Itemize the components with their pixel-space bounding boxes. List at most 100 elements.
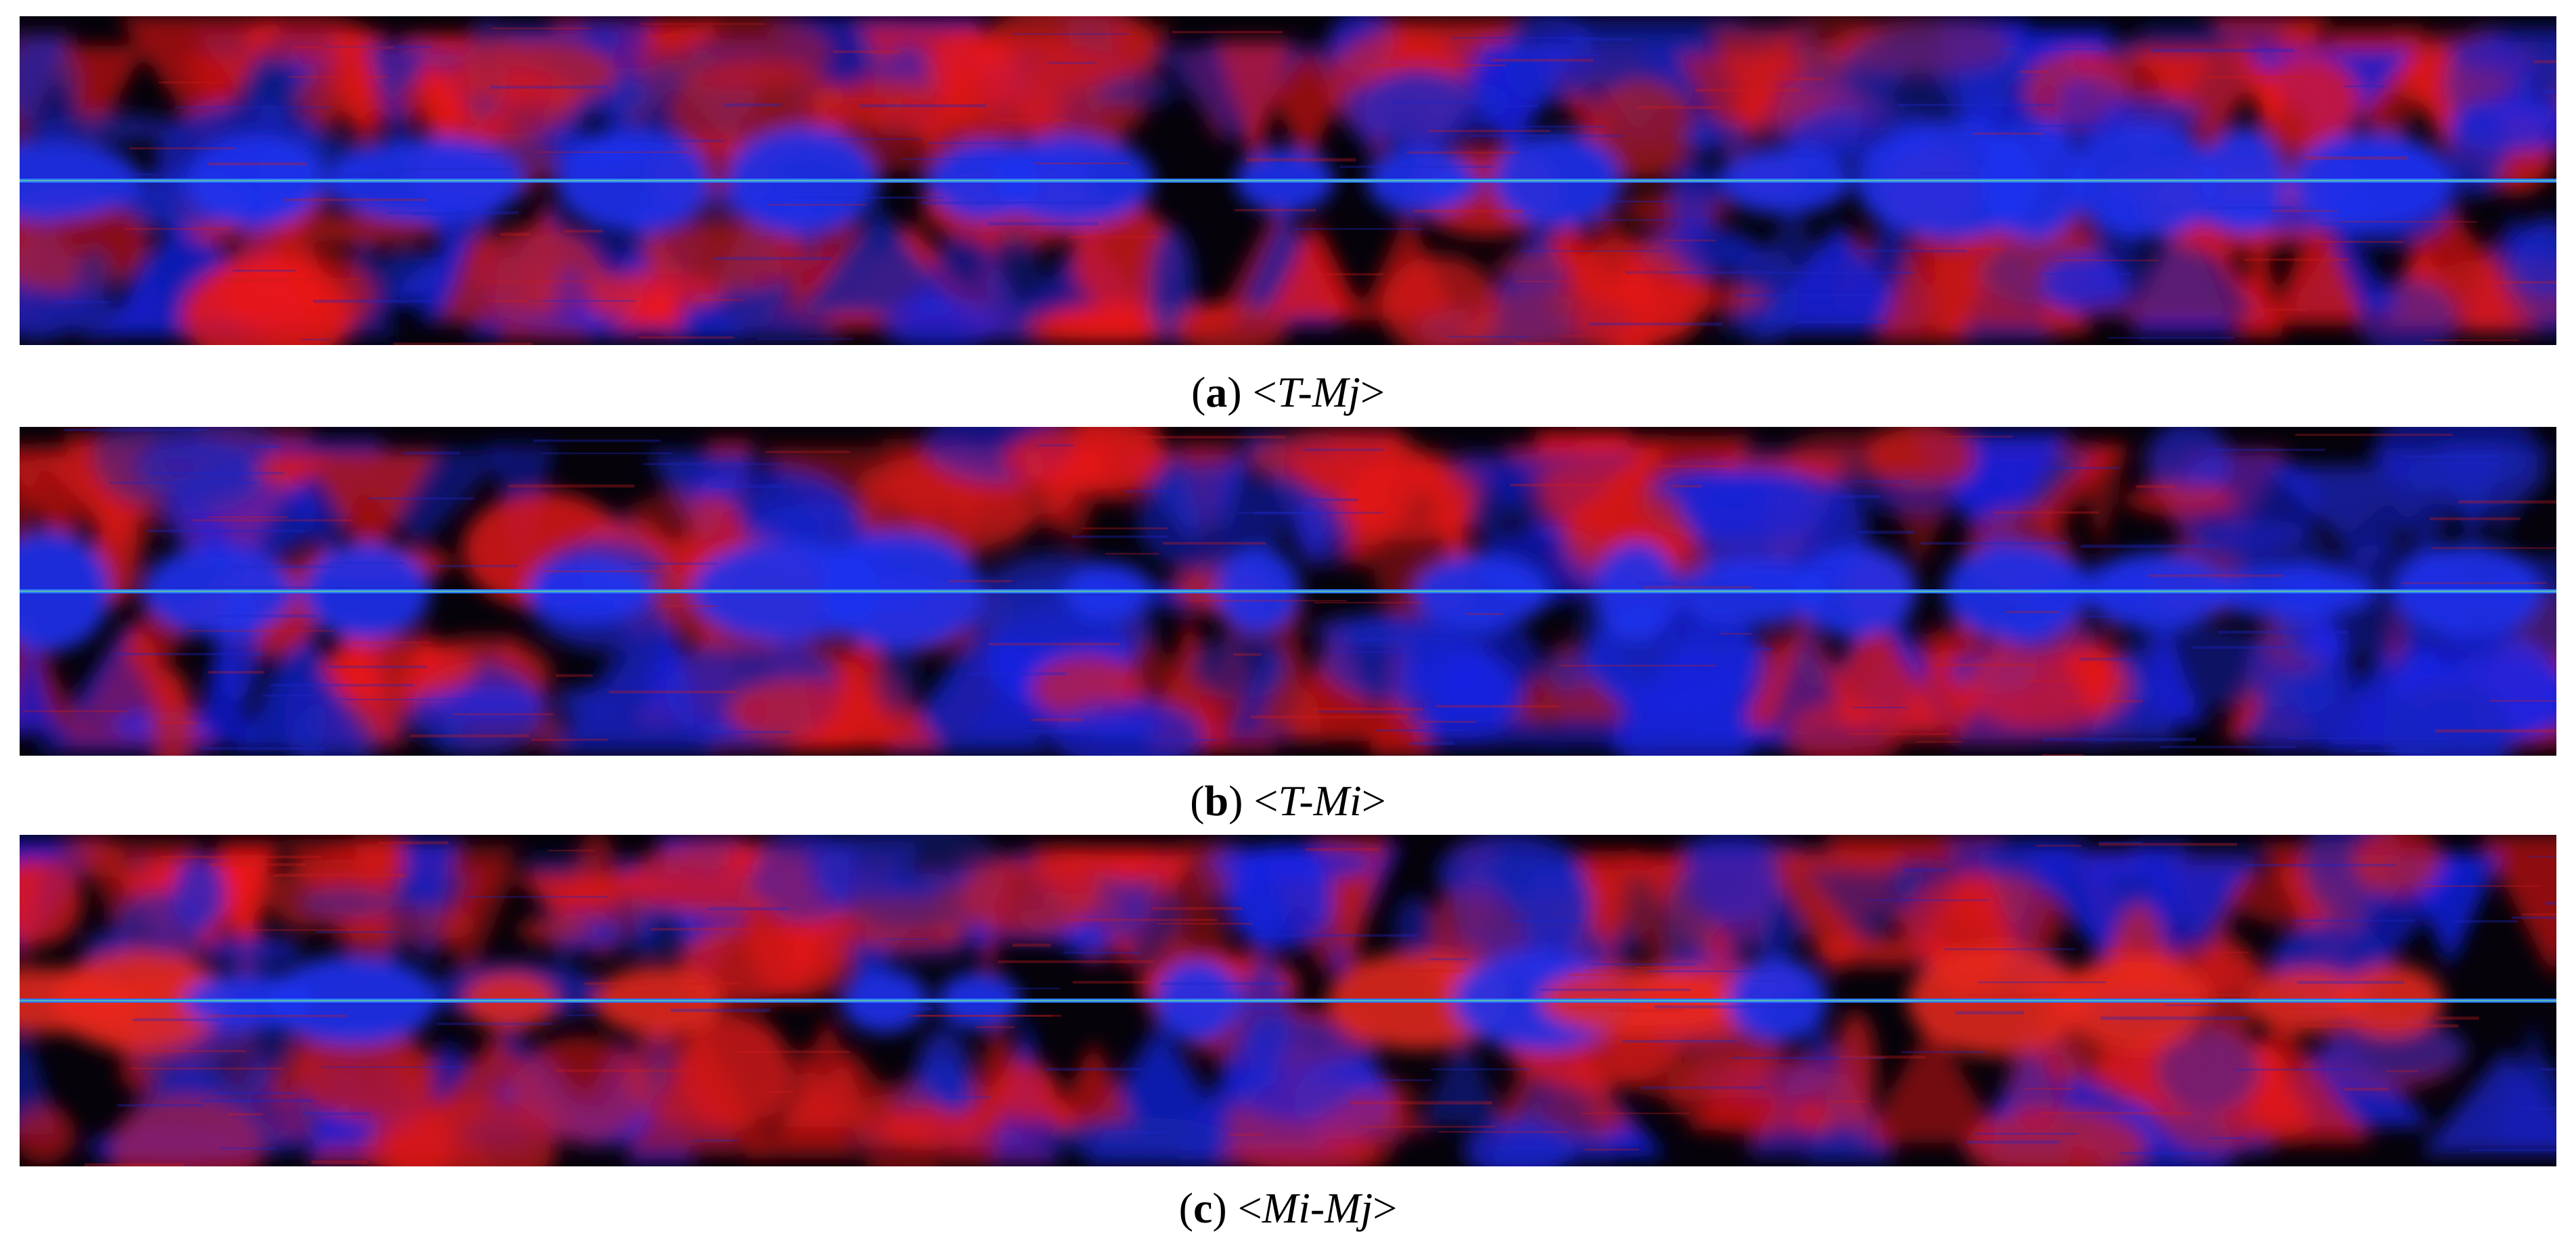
caption-name: T-Mi xyxy=(1278,777,1362,825)
heatmap-streak xyxy=(2522,913,2556,916)
heatmap-blob xyxy=(807,80,948,127)
heatmap-streak xyxy=(2429,517,2521,520)
heatmap-blob xyxy=(152,667,193,756)
heatmap-blob xyxy=(624,1011,788,1131)
heatmap-streak xyxy=(900,158,1000,160)
heatmap-streak xyxy=(130,1067,283,1070)
heatmap-streak xyxy=(987,222,1099,225)
heatmap-streak xyxy=(1151,907,1243,910)
caption: (b) <T-Mi> xyxy=(0,779,2576,823)
heatmap-streak xyxy=(2192,646,2292,649)
heatmap-streak xyxy=(1308,498,1358,502)
caption-part: ( xyxy=(1190,777,1205,825)
heatmap-streak xyxy=(2344,1087,2389,1091)
heatmap-streak xyxy=(1353,1079,1432,1081)
heatmap-streak xyxy=(252,444,281,449)
heatmap-streak xyxy=(693,1139,738,1142)
heatmap-streak xyxy=(1920,542,2067,545)
heatmap-streak xyxy=(2203,449,2326,451)
heatmap-streak xyxy=(2533,60,2556,64)
heatmap-streak xyxy=(213,1092,293,1095)
heatmap-streak xyxy=(1580,1112,1690,1114)
heatmap-streak xyxy=(1520,250,1664,252)
heatmap-streak xyxy=(2312,241,2404,243)
heatmap-streak xyxy=(1431,1068,1532,1070)
heatmap-streak xyxy=(1358,969,1465,972)
heatmap-streak xyxy=(883,938,931,940)
heatmap-blob xyxy=(511,1036,651,1143)
caption: (a) <T-Mj> xyxy=(0,371,2576,414)
heatmap-blob xyxy=(1189,636,1291,700)
heatmap-streak xyxy=(1829,1100,1867,1103)
heatmap-blob xyxy=(1502,16,1596,106)
heatmap-streak xyxy=(315,173,387,177)
heatmap-streak xyxy=(214,614,317,618)
heatmap-streak xyxy=(638,336,735,339)
heatmap-blob xyxy=(264,214,434,246)
heatmap-blob xyxy=(1678,119,1752,154)
heatmap-streak xyxy=(1067,919,1218,921)
heatmap-streak xyxy=(2209,1137,2245,1139)
heatmap-streak xyxy=(1510,125,1605,128)
heatmap-streak xyxy=(1787,495,1881,499)
heatmap-blob xyxy=(35,113,180,143)
heatmap-blob xyxy=(133,434,256,499)
heatmap-streak xyxy=(2150,49,2295,52)
heatmap-streak xyxy=(232,269,296,272)
heatmap-blob xyxy=(321,638,477,698)
caption: (c) <Mi-Mj> xyxy=(0,1187,2576,1230)
heatmap-streak xyxy=(187,630,335,632)
heatmap-streak xyxy=(2484,281,2556,284)
heatmap-blob xyxy=(1521,860,1593,951)
heatmap-streak xyxy=(508,484,635,488)
heatmap-streak xyxy=(492,27,591,30)
heatmap-wedge xyxy=(193,613,253,745)
heatmap-streak xyxy=(138,1050,247,1053)
heatmap-streak xyxy=(201,1099,314,1103)
heatmap-wedge xyxy=(20,1018,59,1134)
heatmap-streak xyxy=(1314,601,1423,603)
heatmap-streak xyxy=(1629,271,1669,274)
heatmap-streak xyxy=(2528,856,2556,858)
heatmap-streak xyxy=(643,463,781,465)
heatmap-streak xyxy=(2305,156,2408,160)
heatmap-streak xyxy=(1450,37,1604,39)
heatmap-streak xyxy=(792,196,944,199)
heatmap-streak xyxy=(227,1113,263,1116)
heatmap-streak xyxy=(2402,455,2500,458)
heatmap xyxy=(20,16,2556,345)
heatmap-panel xyxy=(20,835,2556,1166)
heatmap-streak xyxy=(532,739,608,741)
heatmap-streak xyxy=(1944,436,2013,438)
heatmap-wedge xyxy=(20,444,105,554)
heatmap-blob xyxy=(1867,427,1976,494)
heatmap-streak xyxy=(1412,210,1524,213)
panel-label: a xyxy=(1205,368,1228,416)
heatmap-streak xyxy=(2207,206,2294,210)
heatmap-streak xyxy=(208,670,264,674)
heatmap-streak xyxy=(2079,658,2133,661)
heatmap-streak xyxy=(2511,916,2556,919)
heatmap-streak xyxy=(565,1014,597,1016)
heatmap-streak xyxy=(1256,934,1418,937)
heatmap-streak xyxy=(555,674,593,677)
heatmap-streak xyxy=(2521,1108,2556,1110)
heatmap-wedge xyxy=(2274,467,2459,572)
heatmap-streak xyxy=(1031,718,1084,721)
heatmap-streak xyxy=(116,652,263,656)
heatmap-streak xyxy=(640,23,766,25)
heatmap-streak xyxy=(2431,462,2500,465)
heatmap-blob xyxy=(555,686,609,718)
heatmap-blob xyxy=(752,835,859,924)
heatmap-blob xyxy=(294,1030,438,1120)
heatmap-blob xyxy=(1785,704,1902,756)
heatmap-blob xyxy=(2155,1028,2262,1113)
heatmap-streak xyxy=(1406,151,1519,154)
heatmap-streak xyxy=(1491,59,1594,62)
heatmap-streak xyxy=(1636,106,1720,110)
heatmap-streak xyxy=(2297,980,2404,984)
heatmap-blob xyxy=(2358,278,2457,345)
heatmap-streak xyxy=(988,643,1120,645)
heatmap-blob xyxy=(451,39,616,107)
heatmap-blob xyxy=(987,229,1043,341)
